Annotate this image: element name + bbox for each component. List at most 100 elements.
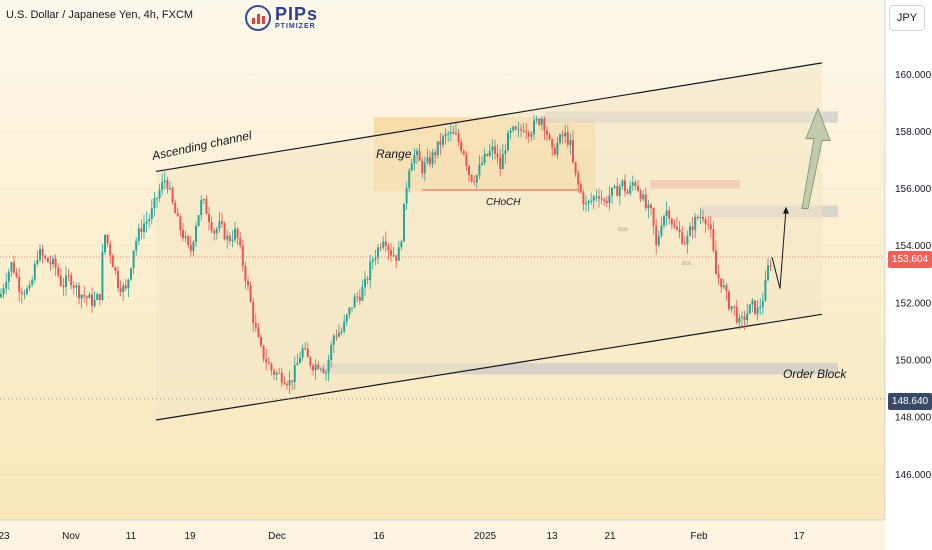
candle bbox=[720, 278, 723, 293]
candle bbox=[241, 239, 244, 272]
candle-body bbox=[408, 170, 411, 188]
candle-body bbox=[748, 304, 751, 314]
candle bbox=[20, 287, 23, 304]
candle-body bbox=[764, 279, 767, 301]
currency-button[interactable]: JPY bbox=[889, 5, 925, 31]
candle bbox=[130, 267, 132, 282]
candle bbox=[54, 254, 57, 276]
candle-body bbox=[301, 348, 304, 358]
candle-body bbox=[418, 150, 421, 161]
candle bbox=[332, 333, 335, 353]
candle-body bbox=[312, 365, 314, 371]
candle-body bbox=[223, 223, 226, 240]
candle-body bbox=[153, 198, 156, 209]
candle-body bbox=[767, 265, 769, 280]
candle-body bbox=[553, 147, 556, 155]
candle-body bbox=[104, 234, 106, 253]
candle bbox=[270, 362, 273, 376]
candle bbox=[410, 158, 413, 171]
candle bbox=[275, 370, 278, 381]
candle-body bbox=[392, 255, 395, 257]
candle bbox=[145, 211, 148, 233]
candle bbox=[663, 214, 665, 229]
candle bbox=[176, 208, 179, 217]
candle-body bbox=[41, 248, 44, 256]
candle-body bbox=[481, 162, 483, 165]
candle-body bbox=[670, 218, 673, 225]
channel-upper-line bbox=[155, 62, 823, 173]
candle-body bbox=[247, 281, 249, 286]
candle bbox=[7, 268, 10, 290]
candle-body bbox=[166, 180, 169, 189]
candle bbox=[644, 187, 647, 212]
candle-body bbox=[197, 215, 200, 227]
candle bbox=[475, 174, 478, 189]
candle bbox=[163, 171, 166, 190]
candle-body bbox=[127, 279, 130, 289]
candle-body bbox=[67, 275, 70, 277]
candle-body bbox=[595, 196, 598, 198]
candle bbox=[442, 134, 444, 149]
candle bbox=[374, 249, 377, 266]
candle-body bbox=[657, 235, 660, 246]
candle-body bbox=[182, 229, 184, 239]
candle bbox=[104, 234, 106, 256]
candle-body bbox=[379, 247, 382, 249]
candle-body bbox=[353, 296, 356, 308]
candle bbox=[111, 254, 114, 268]
candle-body bbox=[137, 228, 140, 241]
candle bbox=[715, 240, 717, 275]
candle bbox=[465, 151, 468, 171]
candle bbox=[655, 218, 658, 255]
candle-body bbox=[517, 129, 520, 131]
candle-body bbox=[221, 221, 223, 224]
candle bbox=[228, 232, 231, 245]
candle bbox=[707, 216, 710, 231]
candle bbox=[286, 380, 288, 390]
candle bbox=[278, 367, 281, 374]
symbol-title[interactable]: U.S. Dollar / Japanese Yen, 4h, FXCM bbox=[6, 9, 194, 21]
candle-body bbox=[416, 150, 418, 155]
candle bbox=[621, 179, 624, 190]
candle-body bbox=[486, 153, 489, 156]
candle-body bbox=[267, 362, 270, 364]
candle-body bbox=[501, 153, 504, 170]
candle-body bbox=[478, 164, 481, 176]
candle-body bbox=[579, 184, 582, 193]
candle-body bbox=[13, 262, 15, 273]
candle-body bbox=[309, 357, 312, 366]
candle-body bbox=[447, 133, 450, 135]
time-tick-label: Feb bbox=[690, 531, 708, 542]
candle bbox=[88, 291, 91, 299]
candle bbox=[319, 367, 322, 373]
candle bbox=[501, 144, 504, 170]
zone-order-block bbox=[322, 362, 838, 375]
candle-body bbox=[397, 247, 400, 261]
candle-body bbox=[540, 118, 543, 125]
candle bbox=[143, 214, 145, 239]
candle-body bbox=[509, 130, 512, 133]
candle-body bbox=[559, 134, 561, 143]
candle bbox=[598, 188, 600, 208]
candle bbox=[361, 279, 364, 302]
candle bbox=[273, 368, 275, 381]
candle bbox=[637, 179, 639, 193]
candles[interactable] bbox=[0, 115, 772, 395]
candle-body bbox=[730, 306, 733, 310]
candle-body bbox=[59, 275, 62, 286]
candle-body bbox=[280, 372, 283, 383]
candle-body bbox=[668, 210, 671, 219]
candle bbox=[247, 275, 249, 291]
candle-body bbox=[192, 241, 195, 252]
candle-body bbox=[10, 262, 13, 272]
candle-body bbox=[273, 370, 275, 375]
candle-body bbox=[605, 200, 608, 204]
candle-body bbox=[436, 141, 439, 156]
candle bbox=[746, 303, 749, 326]
candle-body bbox=[642, 194, 645, 200]
candle-body bbox=[535, 118, 538, 121]
candle-body bbox=[681, 232, 684, 244]
candle-body bbox=[574, 162, 577, 174]
